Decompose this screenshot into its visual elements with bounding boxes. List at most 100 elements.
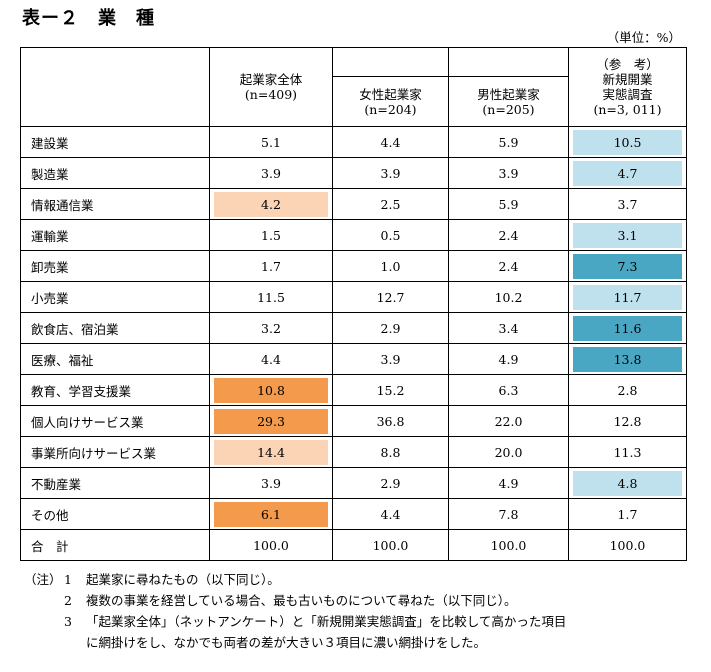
value-text: 2.9	[380, 320, 401, 336]
table-row: 事業所向けサービス業 14.4 8.8 20.0 11.3	[20, 436, 687, 468]
table-row: 教育、学習支援業 10.8 15.2 6.3 2.8	[20, 374, 687, 406]
table-row: 建設業 5.1 4.4 5.9 10.5	[20, 126, 687, 158]
header-total-n: (n=409)	[244, 87, 298, 102]
value-cell: 10.2	[448, 281, 569, 313]
value-text: 5.9	[498, 134, 519, 150]
value-text: 11.5	[257, 289, 285, 305]
note-text: 起業家に尋ねたもの（以下同じ）。	[86, 572, 280, 587]
value-text: 11.6	[573, 315, 682, 341]
value-cell: 1.7	[568, 498, 687, 530]
row-label: 医療、福祉	[20, 343, 210, 375]
value-cell: 5.9	[448, 126, 569, 158]
header-female-name: 女性起業家	[359, 86, 422, 102]
row-label: 小売業	[20, 281, 210, 313]
header-reference: （参 考） 新規開業 実態調査 (n=3, 011)	[568, 47, 687, 127]
value-text: 12.8	[613, 413, 642, 429]
value-cell: 1.7	[209, 250, 333, 282]
value-cell: 1.5	[209, 219, 333, 251]
header-reference-note: （参 考）	[596, 57, 659, 72]
value-cell: 2.5	[332, 188, 449, 220]
value-cell: 2.9	[332, 312, 449, 344]
row-label: 情報通信業	[20, 188, 210, 220]
value-cell: 4.2	[209, 188, 333, 220]
value-text: 2.4	[498, 227, 519, 243]
value-cell: 3.9	[448, 157, 569, 189]
table-row: 小売業 11.5 12.7 10.2 11.7	[20, 281, 687, 313]
value-cell: 2.8	[568, 374, 687, 406]
value-text: 100.0	[253, 537, 289, 553]
value-text: 10.2	[494, 289, 523, 305]
table-row: 運輸業 1.5 0.5 2.4 3.1	[20, 219, 687, 251]
note-2: 2 複数の事業を経営している場合、最も古いものについて尋ねた（以下同じ）。	[24, 590, 566, 611]
table-row: その他 6.1 4.4 7.8 1.7	[20, 498, 687, 530]
value-text: 6.3	[498, 382, 519, 398]
value-text: 0.5	[380, 227, 401, 243]
row-label: 建設業	[20, 126, 210, 158]
value-cell: 11.5	[209, 281, 333, 313]
value-text: 4.9	[498, 351, 519, 367]
value-cell: 11.6	[568, 312, 687, 344]
header-reference-line1: 新規開業	[602, 72, 653, 87]
row-label: 不動産業	[20, 467, 210, 499]
value-cell: 36.8	[332, 405, 449, 437]
note-number: 2	[64, 593, 72, 608]
value-text: 3.9	[261, 165, 281, 181]
value-text: 2.5	[380, 196, 401, 212]
value-text: 4.2	[214, 191, 328, 217]
value-text: 29.3	[214, 408, 328, 434]
value-text: 3.4	[498, 320, 519, 336]
header-female: 女性起業家 (n=204)	[332, 76, 449, 127]
value-text: 5.1	[261, 134, 281, 150]
value-cell: 7.3	[568, 250, 687, 282]
value-text: 4.4	[261, 351, 281, 367]
value-text: 3.9	[380, 351, 401, 367]
row-label: 製造業	[20, 157, 210, 189]
value-text: 11.7	[573, 284, 682, 310]
value-cell: 3.7	[568, 188, 687, 220]
header-total: 起業家全体 (n=409)	[209, 47, 333, 127]
table-row: 卸売業 1.7 1.0 2.4 7.3	[20, 250, 687, 282]
value-cell: 4.4	[332, 498, 449, 530]
value-cell: 6.3	[448, 374, 569, 406]
value-cell: 3.4	[448, 312, 569, 344]
value-cell: 11.3	[568, 436, 687, 468]
value-cell: 12.7	[332, 281, 449, 313]
header-female-n: (n=204)	[364, 101, 417, 117]
value-cell: 10.8	[209, 374, 333, 406]
value-text: 1.7	[617, 506, 638, 522]
value-cell: 10.5	[568, 126, 687, 158]
value-cell: 1.0	[332, 250, 449, 282]
value-text: 4.8	[573, 470, 682, 496]
row-label: 事業所向けサービス業	[20, 436, 210, 468]
row-label: 個人向けサービス業	[20, 405, 210, 437]
industry-table: 起業家全体 (n=409) （参 考） 新規開業 実態調査 (n=3, 011)…	[20, 47, 687, 561]
value-cell: 4.4	[332, 126, 449, 158]
value-text: 3.9	[261, 475, 281, 491]
value-cell: 22.0	[448, 405, 569, 437]
header-reference-n: (n=3, 011)	[593, 102, 662, 117]
value-text: 12.7	[376, 289, 405, 305]
value-text: 1.0	[380, 258, 401, 274]
note-1: （注） 1 起業家に尋ねたもの（以下同じ）。	[24, 569, 566, 590]
value-cell: 3.9	[209, 467, 333, 499]
notes: （注） 1 起業家に尋ねたもの（以下同じ）。 2 複数の事業を経営している場合、…	[24, 569, 566, 653]
header-total-name: 起業家全体	[239, 72, 303, 87]
table-row: 製造業 3.9 3.9 3.9 4.7	[20, 157, 687, 189]
value-cell: 29.3	[209, 405, 333, 437]
value-cell: 3.2	[209, 312, 333, 344]
value-text: 10.5	[573, 129, 682, 155]
value-cell: 5.9	[448, 188, 569, 220]
value-cell: 2.4	[448, 250, 569, 282]
table-row: 飲食店、宿泊業 3.2 2.9 3.4 11.6	[20, 312, 687, 344]
value-text: 6.1	[214, 501, 328, 527]
value-text: 7.8	[498, 506, 519, 522]
note-number: 3	[64, 614, 72, 629]
header-male-name: 男性起業家	[477, 86, 540, 102]
value-cell: 100.0	[209, 529, 333, 561]
value-text: 3.1	[573, 222, 682, 248]
header-gender-spacer	[332, 47, 449, 77]
value-cell: 5.1	[209, 126, 333, 158]
value-cell: 13.8	[568, 343, 687, 375]
value-cell: 2.4	[448, 219, 569, 251]
value-text: 1.5	[261, 227, 281, 243]
